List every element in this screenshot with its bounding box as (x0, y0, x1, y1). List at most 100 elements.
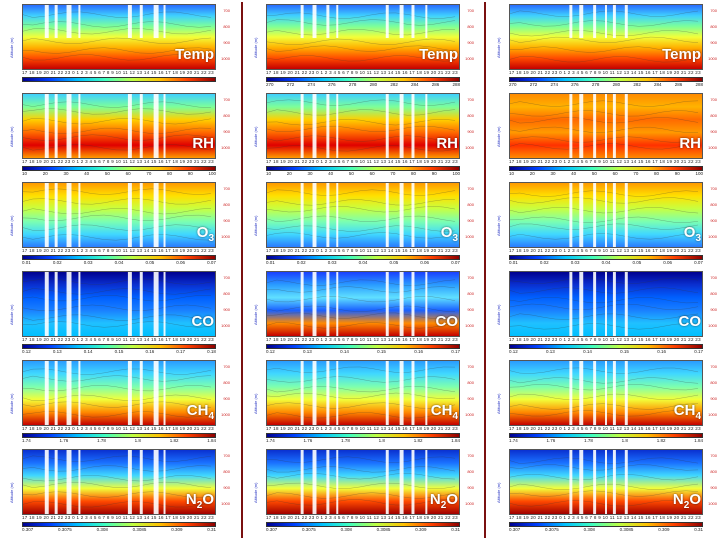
pressure-tick: 900 (467, 307, 474, 312)
pressure-tick: 700 (467, 186, 474, 191)
colorbar-tick: 0.06 (176, 260, 186, 265)
species-label: Temp (175, 46, 214, 63)
pressure-tick: 1000 (708, 234, 717, 239)
colorbar-tick: 0.14 (583, 349, 592, 354)
altitude-axis-label: Altitude (m) (9, 126, 14, 147)
colorbar-tick: 0.17 (176, 349, 186, 354)
colorbar-ticks: 1.74 1.76 1.78 1.8 1.82 1.84 (266, 438, 460, 444)
colorbar-tick: 280 (369, 82, 378, 87)
colorbar-tick: 0.3075 (302, 527, 316, 532)
colorbar (22, 433, 216, 438)
figure-column-middle: Altitude (m) 700 800 900 1000 17 18 19 20 21 … (250, 2, 476, 538)
contour-panel-temp: Altitude (m) 700 800 900 1000 17 18 19 20 21 … (250, 2, 476, 90)
colorbar-tick: 100 (452, 171, 460, 176)
time-axis-ticks: 17 18 19 20 21 22 23 0 1 2 3 4 5 6 7 8 9… (509, 426, 701, 431)
colorbar-tick: 40 (84, 171, 90, 176)
pressure-tick: 800 (467, 113, 474, 118)
colorbar-tick: 1.8 (134, 438, 141, 443)
colorbar-tick: 0.01 (22, 260, 31, 265)
colorbar-tick: 0.05 (632, 260, 642, 265)
colorbar (266, 77, 460, 82)
colorbar-tick: 0.03 (570, 260, 580, 265)
colorbar-tick: 30 (307, 171, 313, 176)
colorbar-tick: 0.04 (358, 260, 368, 265)
species-label-text: CO (191, 313, 215, 330)
colorbar-tick: 10 (266, 171, 272, 176)
pressure-tick: 800 (223, 202, 230, 207)
colorbar (509, 77, 703, 82)
colorbar-tick: 0.15 (114, 349, 124, 354)
colorbar-tick: 0.15 (620, 349, 629, 354)
colorbar-tick: 0.15 (377, 349, 386, 354)
species-label-text: RH (436, 135, 458, 152)
pressure-tick: 1000 (465, 412, 474, 417)
colorbar-ticks: 0.12 0.13 0.14 0.15 0.16 0.17 (266, 349, 460, 355)
colorbar-tick: 1.82 (656, 438, 666, 443)
contour-panel-co: Altitude (m) 700 800 900 1000 17 18 19 20 21 … (493, 269, 719, 357)
time-axis-ticks: 17 18 19 20 21 22 23 0 1 2 3 4 5 6 7 8 9… (509, 515, 701, 520)
species-label-text: RH (192, 135, 214, 152)
species-label: CO (192, 313, 215, 330)
colorbar-tick: 90 (187, 171, 193, 176)
species-label: O3 (197, 224, 214, 244)
pressure-tick: 700 (223, 453, 230, 458)
colorbar-tick: 0.03 (83, 260, 93, 265)
altitude-axis-label: Altitude (m) (496, 482, 501, 503)
colorbar-tick: 1.8 (621, 438, 628, 443)
colorbar-ticks: 0.12 0.13 0.14 0.15 0.16 0.17 (509, 349, 703, 355)
pressure-tick: 800 (467, 291, 474, 296)
colorbar-tick: 100 (208, 171, 216, 176)
species-label-text: O (196, 224, 209, 241)
colorbar-tick: 0.31 (207, 527, 216, 532)
colorbar-tick: 0.07 (451, 260, 460, 265)
colorbar (509, 255, 703, 260)
colorbar-tick: 284 (411, 82, 419, 87)
colorbar (22, 255, 216, 260)
pressure-tick: 1000 (465, 145, 474, 150)
pressure-tick: 1000 (221, 323, 230, 328)
pressure-tick: 800 (223, 113, 230, 118)
species-label: Temp (662, 46, 701, 63)
altitude-axis-label: Altitude (m) (9, 215, 14, 236)
colorbar (266, 344, 460, 349)
colorbar-tick: 0.307 (266, 527, 278, 532)
colorbar-tick: 0.16 (145, 349, 155, 354)
species-label: CO (679, 313, 702, 330)
colorbar-ticks: 0.01 0.02 0.03 0.04 0.05 0.06 0.07 (509, 260, 703, 266)
contour-plot (22, 182, 216, 248)
altitude-axis-label: Altitude (m) (253, 126, 258, 147)
pressure-tick: 800 (223, 469, 230, 474)
colorbar-tick: 1.74 (266, 438, 275, 443)
colorbar (509, 166, 703, 171)
species-label-text: Temp (175, 46, 214, 63)
pressure-tick: 700 (710, 453, 717, 458)
altitude-axis-label: Altitude (m) (9, 304, 14, 325)
time-axis-ticks: 17 18 19 20 21 22 23 0 1 2 3 4 5 6 7 8 9… (22, 515, 214, 520)
colorbar-tick: 100 (695, 171, 703, 176)
pressure-tick: 700 (710, 275, 717, 280)
colorbar-tick: 70 (146, 171, 152, 176)
colorbar-tick: 50 (104, 171, 110, 176)
colorbar-tick: 0.13 (52, 349, 62, 354)
pressure-tick: 1000 (708, 56, 717, 61)
colorbar-ticks: 270 272 274 276 278 280 282 284 286 288 (266, 82, 460, 88)
altitude-axis-label: Altitude (m) (253, 215, 258, 236)
pressure-tick: 1000 (221, 234, 230, 239)
colorbar-tick: 40 (571, 171, 577, 176)
pressure-axis: 700 800 900 1000 (705, 453, 717, 513)
pressure-tick: 900 (710, 396, 717, 401)
colorbar-tick: 60 (612, 171, 618, 176)
colorbar-tick: 1.74 (22, 438, 31, 443)
colorbar-tick: 0.02 (296, 260, 306, 265)
time-axis-ticks: 17 18 19 20 21 22 23 0 1 2 3 4 5 6 7 8 9… (509, 159, 701, 164)
colorbar-tick: 0.307 (509, 527, 521, 532)
colorbar-tick: 0.12 (509, 349, 518, 354)
colorbar-tick: 0.308 (340, 527, 352, 532)
pressure-tick: 800 (710, 113, 717, 118)
species-label-text: CH (673, 402, 696, 419)
pressure-tick: 800 (223, 24, 230, 29)
colorbar-tick: 1.84 (207, 438, 216, 443)
figure-column-left: Altitude (m) 700 800 900 1000 17 18 19 20 21 … (6, 2, 232, 538)
colorbar-tick: 1.84 (694, 438, 703, 443)
time-axis-ticks: 17 18 19 20 21 22 23 0 1 2 3 4 5 6 7 8 9… (266, 159, 458, 164)
